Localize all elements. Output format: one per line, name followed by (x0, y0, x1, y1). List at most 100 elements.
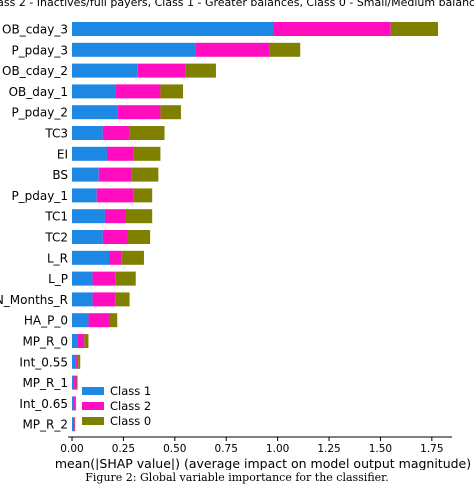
bar-MP_R_2-series-1 (73, 417, 75, 432)
bar-TC3-series-1 (102, 126, 130, 140)
category-label: MP_R_2 (22, 418, 68, 432)
bar-P_pday_2-series-2 (160, 105, 181, 120)
bar-N_Months_R-series-0 (72, 292, 93, 307)
bar-Int_0.65-series-1 (74, 396, 76, 411)
category-label: OB_day_1 (9, 85, 68, 99)
category-label: TC3 (44, 127, 68, 141)
bar-Int_0.65-series-0 (72, 396, 75, 411)
legend-label-2: Class 0 (110, 414, 151, 428)
bar-TC2-series-2 (127, 230, 151, 244)
bar-N_Months_R-series-2 (115, 292, 130, 307)
bar-TC3-series-2 (129, 126, 165, 140)
bar-L_P-series-1 (92, 271, 116, 286)
category-label: P_pday_3 (11, 43, 68, 57)
legend-swatch-0 (82, 387, 104, 395)
bar-L_P-series-0 (72, 271, 93, 286)
category-label: Int_0.55 (19, 355, 68, 369)
bar-MP_R_0-series-1 (77, 334, 85, 348)
bar-TC2-series-0 (72, 230, 103, 244)
bar-P_pday_2-series-1 (117, 105, 161, 120)
bar-P_pday_3-series-1 (195, 42, 270, 57)
category-label: MP_R_1 (22, 376, 68, 390)
bar-MP_R_0-series-0 (72, 334, 78, 348)
category-label: L_P (48, 272, 68, 286)
bar-OB_cday_3-series-0 (72, 22, 274, 36)
bar-MP_R_1-series-0 (72, 375, 75, 390)
bar-P_pday_1-series-1 (96, 188, 134, 203)
category-label: HA_P_0 (24, 314, 68, 328)
bar-TC3-series-0 (72, 126, 103, 140)
bar-TC1-series-1 (104, 209, 126, 224)
bar-P_pday_3-series-0 (72, 42, 196, 57)
category-label: N_Months_R (0, 293, 68, 307)
bar-L_R-series-2 (121, 250, 144, 265)
bar-Int_0.55-series-0 (72, 354, 77, 369)
bar-EI-series-2 (133, 146, 161, 161)
bar-TC2-series-1 (102, 230, 128, 244)
bar-OB_cday_2-series-2 (185, 63, 216, 78)
bar-N_Months_R-series-1 (92, 292, 116, 307)
bar-L_R-series-0 (72, 250, 110, 265)
category-label: Int_0.65 (19, 397, 68, 411)
x-axis-label: mean(|SHAP value|) (average impact on mo… (55, 456, 471, 470)
legend-label-1: Class 2 (110, 399, 151, 413)
x-tick-label: 0.25 (112, 443, 135, 455)
bar-MP_R_1-series-1 (74, 375, 77, 390)
category-label: TC2 (44, 231, 68, 245)
bar-OB_day_1-series-1 (115, 84, 161, 99)
bar-HA_P_0-series-0 (72, 313, 89, 328)
category-label: MP_R_0 (22, 335, 68, 349)
bar-L_R-series-1 (109, 250, 122, 265)
bar-TC1-series-0 (72, 209, 105, 224)
legend-swatch-2 (82, 417, 104, 425)
bar-TC1-series-2 (125, 209, 153, 224)
x-tick-label: 0.75 (215, 443, 238, 455)
legend-swatch-1 (82, 402, 104, 410)
category-label: OB_cday_2 (2, 64, 68, 78)
bar-BS-series-0 (72, 167, 99, 182)
bar-P_pday_2-series-0 (72, 105, 118, 120)
bar-P_pday_1-series-2 (133, 188, 153, 203)
category-label: OB_cday_3 (2, 23, 68, 37)
bar-OB_day_1-series-2 (160, 84, 184, 99)
bar-EI-series-0 (72, 146, 107, 161)
x-tick-label: 0.00 (60, 443, 83, 455)
category-label: TC1 (44, 210, 68, 224)
bar-OB_cday_3-series-1 (273, 22, 391, 36)
bars-group (72, 22, 438, 432)
chart-title: Class 2 - Inactives/full payers, Class 1… (0, 0, 474, 9)
bar-MP_R_0-series-2 (84, 334, 89, 348)
category-label: P_pday_1 (11, 189, 68, 203)
bar-OB_cday_2-series-0 (72, 63, 138, 78)
bar-HA_P_0-series-2 (109, 313, 118, 328)
bar-MP_R_1-series-2 (76, 375, 78, 390)
x-tick-label: 1.25 (317, 443, 340, 455)
bar-OB_cday_3-series-2 (390, 22, 438, 36)
category-label: BS (52, 168, 68, 182)
x-tick-label: 1.50 (369, 443, 392, 455)
bar-BS-series-2 (131, 167, 159, 182)
bar-Int_0.55-series-1 (76, 354, 79, 369)
bar-HA_P_0-series-1 (88, 313, 110, 328)
bar-MP_R_2-series-0 (72, 417, 74, 432)
bar-OB_cday_2-series-1 (137, 63, 186, 78)
bar-BS-series-1 (98, 167, 132, 182)
bar-P_pday_1-series-0 (72, 188, 97, 203)
category-label: EI (57, 147, 68, 161)
bar-P_pday_3-series-2 (269, 42, 301, 57)
bar-Int_0.55-series-2 (78, 354, 81, 369)
x-tick-label: 1.75 (420, 443, 443, 455)
x-tick-label: 0.50 (163, 443, 186, 455)
legend-label-0: Class 1 (110, 384, 151, 398)
category-label: L_R (47, 251, 68, 265)
x-tick-label: 1.00 (266, 443, 289, 455)
bar-OB_day_1-series-0 (72, 84, 116, 99)
shap-bar-chart: Class 2 - Inactives/full payers, Class 1… (0, 0, 474, 470)
bar-MP_R_2-series-2 (74, 417, 76, 432)
bar-EI-series-1 (106, 146, 134, 161)
x-axis: 0.00 0.25 0.50 0.75 1.00 1.25 1.50 1.75 (60, 436, 452, 455)
bar-L_P-series-2 (115, 271, 136, 286)
bar-Int_0.65-series-2 (75, 396, 77, 411)
figure-caption: Figure 2: Global variable importance for… (85, 471, 389, 484)
